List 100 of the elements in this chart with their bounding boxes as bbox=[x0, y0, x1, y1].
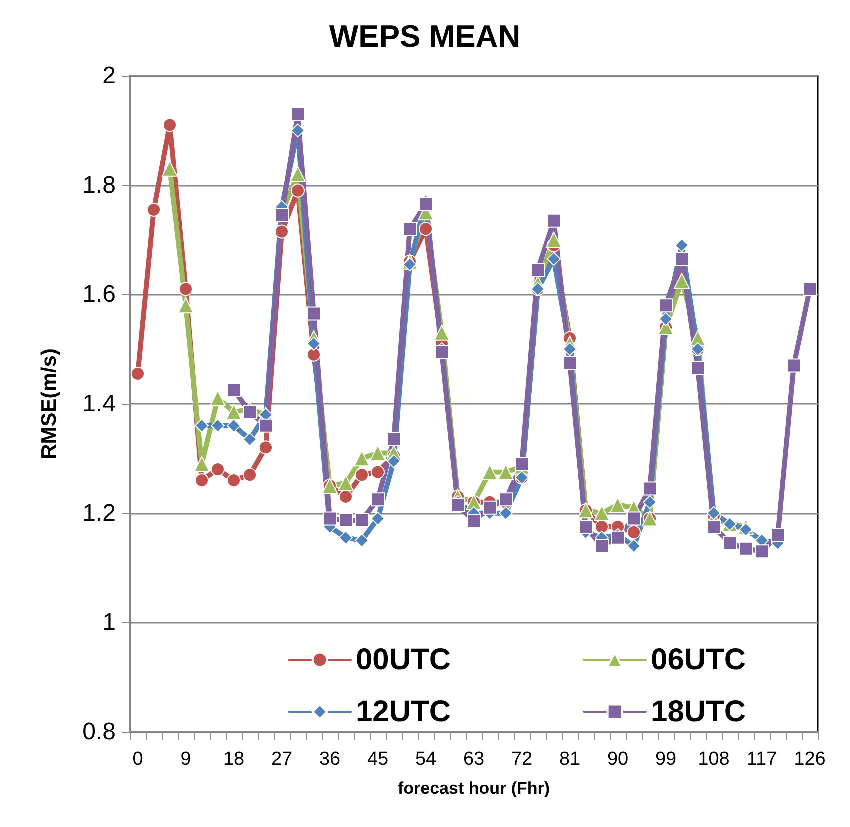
point bbox=[290, 166, 306, 182]
point bbox=[291, 184, 305, 198]
point bbox=[227, 474, 241, 488]
x-tick-label: 63 bbox=[463, 749, 485, 770]
point bbox=[643, 495, 657, 510]
point bbox=[659, 298, 673, 313]
point bbox=[546, 232, 562, 248]
point bbox=[499, 492, 513, 507]
point bbox=[515, 457, 529, 472]
point bbox=[307, 306, 321, 321]
point bbox=[419, 222, 433, 236]
point bbox=[259, 440, 273, 455]
y-tick-label: 1.4 bbox=[82, 390, 116, 418]
point bbox=[739, 542, 753, 556]
point bbox=[371, 465, 385, 480]
x-tick-label: 36 bbox=[319, 749, 341, 770]
point bbox=[723, 536, 737, 550]
legend-label: 00UTC bbox=[356, 644, 452, 676]
point bbox=[579, 520, 593, 534]
y-tick-label: 0.8 bbox=[82, 718, 116, 746]
point bbox=[403, 258, 417, 272]
x-tick-label: 72 bbox=[511, 749, 533, 770]
point bbox=[451, 498, 465, 512]
point bbox=[467, 514, 481, 529]
point bbox=[787, 358, 801, 373]
point bbox=[643, 482, 657, 496]
x-axis-title: forecast hour (Fhr) bbox=[398, 779, 550, 798]
point bbox=[339, 490, 353, 504]
legend-label: 18UTC bbox=[651, 696, 746, 728]
point bbox=[147, 202, 161, 217]
point bbox=[755, 544, 769, 559]
x-tick-label: 99 bbox=[655, 749, 677, 770]
x-tick-label: 108 bbox=[698, 749, 730, 770]
point bbox=[226, 404, 242, 420]
legend-label: 06UTC bbox=[651, 644, 746, 676]
point bbox=[547, 214, 561, 228]
y-tick-label: 1.6 bbox=[82, 281, 116, 308]
point bbox=[211, 418, 225, 433]
point bbox=[291, 107, 305, 122]
point bbox=[243, 432, 257, 447]
point bbox=[627, 525, 641, 540]
y-tick-label: 1.2 bbox=[82, 500, 116, 527]
point bbox=[371, 512, 385, 526]
point bbox=[162, 160, 178, 177]
x-tick-label: 54 bbox=[415, 749, 437, 770]
point bbox=[210, 390, 226, 407]
point bbox=[371, 492, 385, 507]
point bbox=[323, 512, 337, 526]
x-tick-label: 81 bbox=[559, 749, 581, 770]
point bbox=[243, 405, 257, 420]
point bbox=[563, 356, 577, 370]
point bbox=[627, 539, 641, 554]
y-tick-label: 2 bbox=[102, 62, 116, 90]
x-tick-label: 45 bbox=[367, 749, 389, 770]
point bbox=[131, 366, 145, 381]
point bbox=[434, 324, 450, 341]
point bbox=[499, 506, 513, 520]
point bbox=[339, 530, 353, 545]
point bbox=[387, 454, 401, 468]
point bbox=[594, 505, 610, 522]
point bbox=[611, 530, 625, 545]
x-tick-label: 27 bbox=[271, 749, 293, 770]
point bbox=[307, 348, 321, 362]
point bbox=[483, 500, 497, 515]
x-tick-label: 126 bbox=[794, 749, 826, 770]
point bbox=[674, 273, 690, 289]
point bbox=[627, 512, 641, 526]
point bbox=[435, 345, 449, 360]
point bbox=[771, 528, 785, 542]
point bbox=[547, 252, 561, 266]
point bbox=[355, 513, 369, 528]
point bbox=[531, 263, 545, 278]
chart-title: WEPS MEAN bbox=[329, 19, 521, 54]
y-tick-label: 1 bbox=[102, 609, 116, 636]
point bbox=[355, 468, 369, 482]
point bbox=[595, 539, 609, 554]
x-tick-label: 18 bbox=[223, 749, 245, 770]
point bbox=[211, 462, 225, 477]
point bbox=[707, 520, 721, 534]
x-tick-label: 117 bbox=[746, 749, 778, 770]
point bbox=[339, 513, 353, 528]
point bbox=[194, 456, 210, 472]
point bbox=[482, 464, 498, 480]
point bbox=[195, 418, 209, 433]
y-axis-title: RMSE(m/s) bbox=[38, 348, 61, 460]
point bbox=[707, 506, 721, 520]
point bbox=[163, 118, 177, 132]
point bbox=[691, 361, 705, 376]
legend-label: 12UTC bbox=[356, 696, 452, 728]
point bbox=[403, 222, 417, 236]
x-tick-label: 90 bbox=[607, 749, 629, 770]
point bbox=[307, 336, 321, 351]
point bbox=[178, 298, 194, 314]
x-tick-label: 0 bbox=[132, 749, 144, 770]
point bbox=[803, 282, 817, 296]
point bbox=[355, 534, 369, 548]
point bbox=[195, 474, 209, 488]
y-tick-label: 1.8 bbox=[82, 172, 116, 199]
point bbox=[387, 432, 401, 447]
point bbox=[338, 475, 354, 492]
